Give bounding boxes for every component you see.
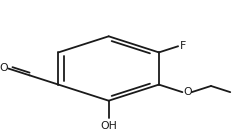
Text: O: O [0,63,8,73]
Text: OH: OH [100,121,117,131]
Text: O: O [183,87,191,97]
Text: F: F [179,41,185,51]
